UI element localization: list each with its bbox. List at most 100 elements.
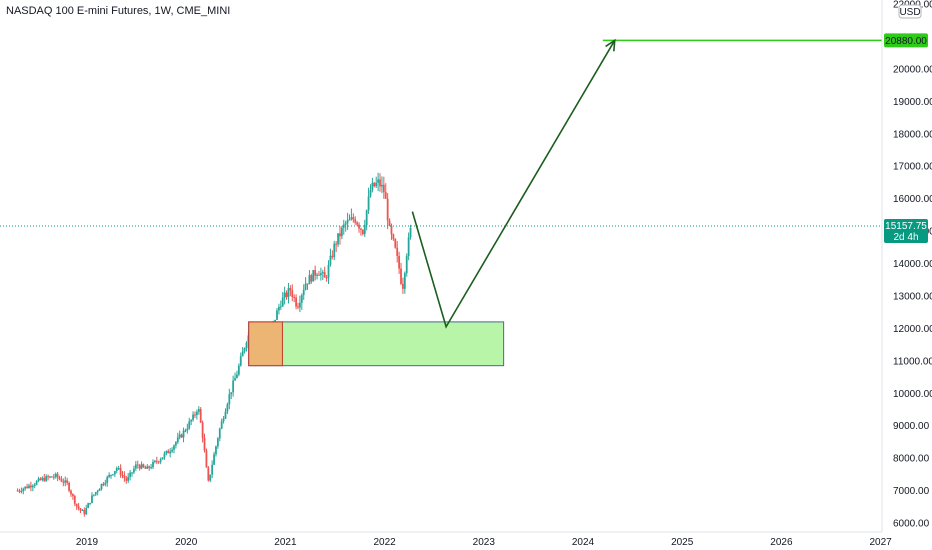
candle-body: [30, 485, 32, 488]
candle-body: [237, 365, 240, 375]
candle-body: [161, 457, 164, 460]
candle-body: [340, 227, 343, 237]
candle-body: [215, 446, 217, 455]
candle-body: [371, 182, 374, 191]
candle-body: [377, 179, 380, 183]
candle-body: [360, 228, 362, 230]
candle-body: [188, 421, 191, 429]
candle-body: [174, 442, 177, 446]
candle-body: [33, 484, 36, 486]
candle-body: [113, 471, 116, 475]
current-price-badge: [884, 218, 928, 243]
candle-body: [300, 295, 303, 303]
candle-body: [47, 476, 49, 478]
candle-body: [358, 224, 360, 229]
candle-body: [136, 464, 139, 466]
candle-body: [150, 467, 152, 469]
candle-body: [39, 478, 42, 480]
candle-body: [45, 476, 48, 481]
candle-body: [342, 224, 345, 228]
candle-body: [182, 430, 185, 438]
candle-body: [293, 296, 296, 298]
order-block: [248, 321, 283, 367]
candle-body: [92, 494, 95, 496]
y-tick-label: 18000.00: [893, 129, 932, 140]
projection-path: [411, 39, 616, 329]
candle-body: [199, 409, 202, 423]
candle-body: [66, 480, 69, 483]
candle-body: [70, 490, 72, 495]
x-tick-label: 2021: [274, 537, 297, 548]
candle-body: [184, 430, 187, 432]
candle-body: [134, 464, 137, 469]
candle-body: [239, 356, 242, 366]
candle-body: [94, 492, 97, 495]
y-tick-label: 16000.00: [893, 194, 932, 205]
candle-body: [218, 428, 221, 439]
candle-body: [354, 219, 357, 223]
candle-body: [64, 480, 67, 483]
candle-body: [62, 481, 65, 483]
candle-body: [367, 196, 370, 211]
candle-body: [71, 494, 74, 497]
y-tick-label: 17000.00: [893, 162, 932, 173]
candle-body: [298, 302, 301, 308]
candle-body: [56, 473, 59, 478]
candle-body: [207, 467, 210, 481]
candle-body: [163, 453, 166, 458]
candle-body: [346, 220, 349, 224]
chart-title: NASDAQ 100 E-mini Futures, 1W, CME_MINI: [6, 5, 230, 17]
candle-body: [85, 508, 88, 515]
x-tick-label: 2022: [373, 537, 396, 548]
candle-body: [96, 490, 99, 493]
candle-body: [344, 223, 347, 225]
candle-body: [28, 485, 30, 489]
candle-body: [356, 222, 359, 225]
candle-body: [379, 179, 381, 187]
candle-body: [232, 380, 235, 393]
candle-body: [192, 414, 194, 420]
candle-body: [396, 247, 399, 257]
candle-body: [337, 233, 339, 245]
candle-body: [400, 268, 402, 284]
candle-body: [381, 184, 383, 187]
candle-body: [310, 275, 313, 282]
candle-body: [323, 272, 326, 278]
y-tick-label: 12000.00: [893, 324, 932, 335]
candle-body: [52, 476, 55, 478]
candle-body: [171, 449, 173, 452]
candle-body: [54, 473, 57, 477]
candle-body: [102, 483, 105, 485]
candle-body: [278, 306, 280, 311]
candle-body: [224, 411, 227, 419]
candle-body: [142, 464, 145, 468]
candle-body: [157, 461, 160, 463]
candle-body: [20, 491, 23, 493]
candle-body: [384, 192, 387, 199]
candle-body: [319, 273, 322, 276]
candle-body: [205, 450, 208, 468]
candle-body: [216, 438, 219, 447]
candle-body: [369, 190, 372, 197]
x-tick-label: 2027: [869, 537, 892, 548]
candle-body: [382, 184, 385, 193]
candle-body: [276, 310, 278, 320]
candle-body: [123, 475, 126, 479]
candle-body: [361, 229, 364, 235]
candle-body: [194, 414, 196, 416]
candle-body: [352, 217, 355, 220]
candle-body: [304, 283, 307, 290]
candle-body: [24, 486, 27, 489]
candle-body: [16, 490, 19, 492]
candle-body: [152, 461, 154, 468]
candle-body: [127, 476, 130, 481]
candle-body: [236, 374, 238, 379]
candle-body: [302, 289, 305, 296]
candle-body: [49, 476, 51, 478]
candle-body: [281, 297, 284, 307]
candle-body: [146, 466, 149, 469]
x-tick-label: 2019: [76, 537, 99, 548]
candle-body: [234, 378, 236, 381]
y-tick-label: 19000.00: [893, 97, 932, 108]
